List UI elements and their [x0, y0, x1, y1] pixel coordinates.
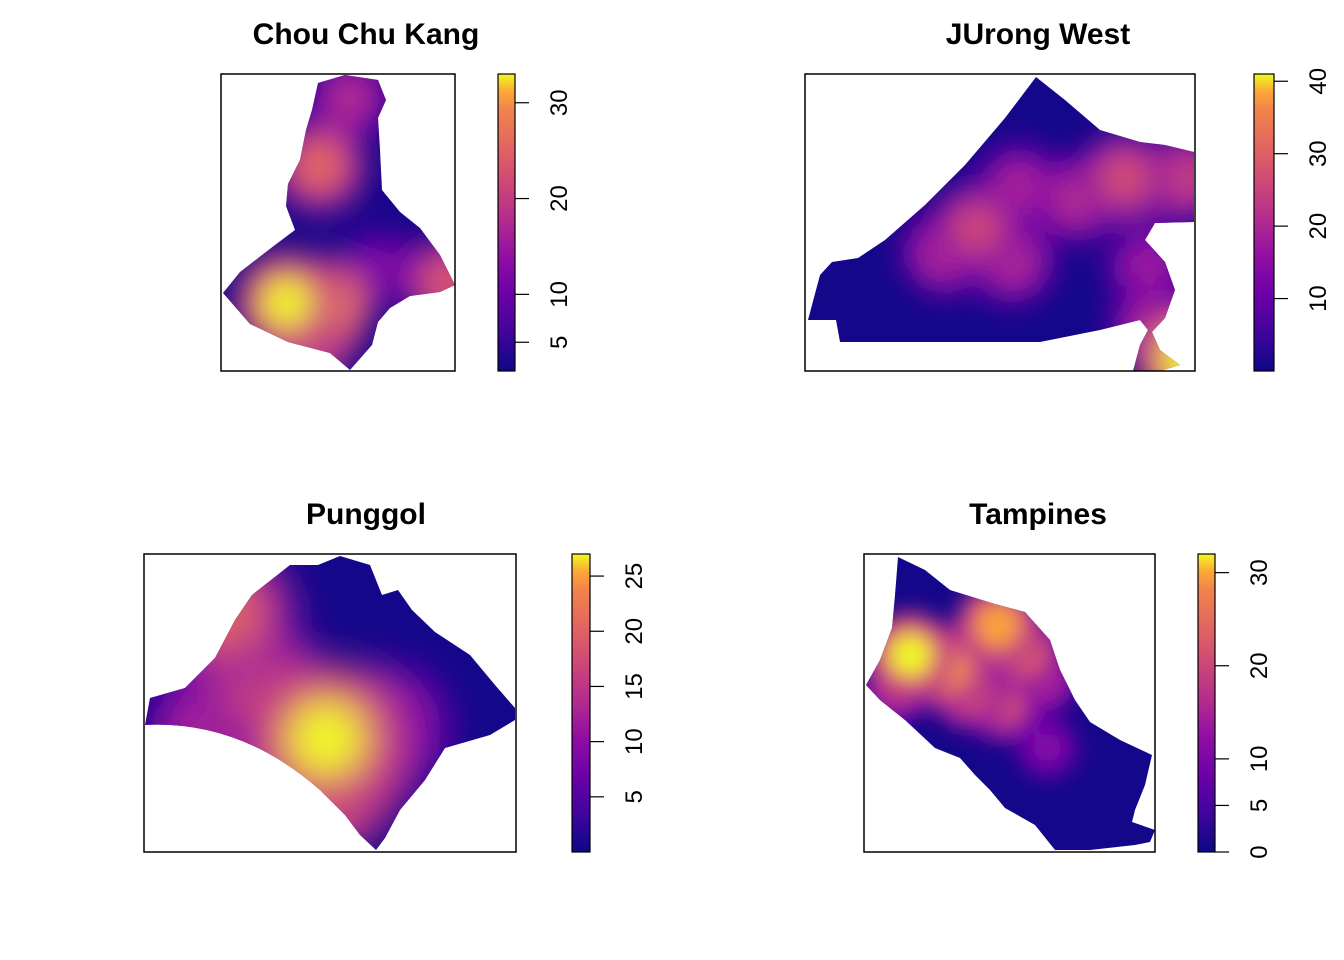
hotspot	[978, 606, 1018, 645]
colorbar-tick-label: 10	[621, 728, 648, 755]
colorbar-tick-label: 20	[1305, 213, 1332, 240]
legend-colorbar: 10 20 30 40	[1253, 68, 1332, 372]
hotspot	[1032, 733, 1062, 763]
colorbar-ticks: 0 5 10 20 30	[1215, 559, 1273, 859]
heatmap-region	[223, 75, 455, 370]
colorbar-ticks: 10 20 30 40	[1274, 68, 1332, 312]
colorbar-tick-label: 20	[621, 618, 648, 645]
colorbar-tick-label: 30	[546, 89, 573, 116]
hotspot	[1162, 334, 1194, 371]
panel-title: JUrong West	[946, 18, 1130, 51]
hotspot	[290, 703, 362, 775]
hotspot	[890, 635, 931, 676]
colorbar-tick-label: 5	[1246, 799, 1273, 812]
panel-title: Tampines	[969, 498, 1107, 531]
hotspot	[1129, 248, 1168, 286]
plot-frame	[863, 553, 1156, 853]
hotspot	[263, 279, 310, 327]
plot-frame	[143, 553, 517, 853]
hotspot	[297, 144, 341, 188]
legend-colorbar: 0 5 10 20 30	[1197, 553, 1273, 859]
colorbar-tick-label: 5	[546, 336, 573, 349]
colorbar-tick-label: 10	[546, 281, 573, 308]
hotspot	[363, 249, 398, 285]
panel-punggol: Punggol 5 10 15 20 25	[143, 498, 648, 853]
panel-tampines: Tampines 0 5 10 20 30	[863, 498, 1273, 859]
colorbar	[1254, 74, 1274, 371]
colorbar-tick-label: 30	[1305, 140, 1332, 167]
plot-frame	[220, 73, 456, 372]
colorbar-tick-label: 25	[621, 563, 648, 590]
heatmap-region	[145, 556, 515, 850]
heatmap-region	[808, 77, 1194, 371]
hotspot	[427, 261, 455, 303]
hotspot	[1149, 321, 1194, 371]
legend-colorbar: 5 10 15 20 25	[571, 553, 648, 853]
hotspot	[1103, 156, 1146, 199]
colorbar-tick-label: 30	[1246, 559, 1273, 586]
colorbar	[572, 554, 590, 852]
colorbar-tick-label: 40	[1305, 68, 1332, 95]
hotspot	[194, 581, 258, 646]
colorbar-tick-label: 15	[621, 673, 648, 700]
heatmap-region	[866, 557, 1155, 850]
heat-layer	[866, 582, 1080, 781]
panel-title: Chou Chu Kang	[253, 18, 480, 51]
panel-chou-chu-kang: Chou Chu Kang 5 10 20 30	[220, 18, 573, 372]
legend-colorbar: 5 10 20 30	[497, 73, 573, 372]
colorbar-ticks: 5 10 15 20 25	[590, 563, 648, 803]
colorbar-tick-label: 10	[1305, 285, 1332, 312]
colorbar-ticks: 5 10 20 30	[515, 89, 573, 349]
colorbar-tick-label: 20	[1246, 652, 1273, 679]
panel-jurong-west: JUrong West 10 20 30 40	[804, 18, 1332, 372]
colorbar	[498, 74, 515, 371]
plot-frame	[804, 73, 1196, 372]
panel-title: Punggol	[306, 498, 426, 531]
colorbar-tick-label: 10	[1246, 746, 1273, 773]
colorbar-tick-label: 5	[621, 790, 648, 803]
hotspot	[330, 78, 369, 117]
colorbar	[1198, 554, 1215, 852]
hotspot	[1162, 157, 1194, 199]
colorbar-tick-label: 20	[546, 185, 573, 212]
colorbar-tick-label: 0	[1246, 845, 1273, 858]
hotspot	[176, 564, 276, 663]
hotspot	[955, 207, 998, 250]
